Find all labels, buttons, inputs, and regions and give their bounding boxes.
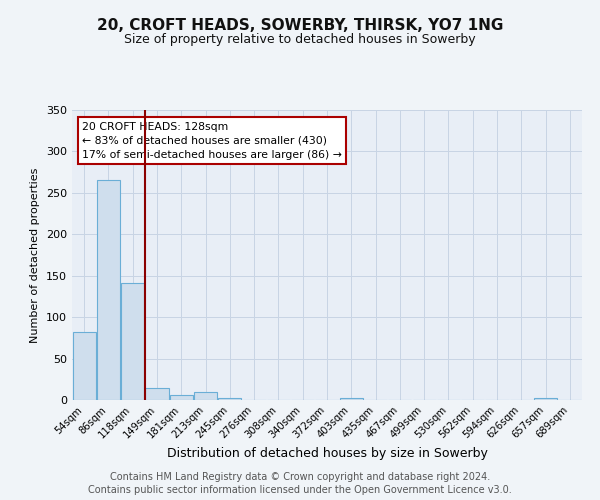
Bar <box>340 398 363 400</box>
Bar <box>73 332 95 400</box>
Bar <box>97 180 120 400</box>
Text: 20 CROFT HEADS: 128sqm
← 83% of detached houses are smaller (430)
17% of semi-de: 20 CROFT HEADS: 128sqm ← 83% of detached… <box>82 122 342 160</box>
Y-axis label: Number of detached properties: Number of detached properties <box>31 168 40 342</box>
Text: Size of property relative to detached houses in Sowerby: Size of property relative to detached ho… <box>124 32 476 46</box>
Text: 20, CROFT HEADS, SOWERBY, THIRSK, YO7 1NG: 20, CROFT HEADS, SOWERBY, THIRSK, YO7 1N… <box>97 18 503 32</box>
Bar <box>170 395 193 400</box>
Bar <box>194 392 217 400</box>
X-axis label: Distribution of detached houses by size in Sowerby: Distribution of detached houses by size … <box>167 448 487 460</box>
Text: Contains HM Land Registry data © Crown copyright and database right 2024.
Contai: Contains HM Land Registry data © Crown c… <box>88 472 512 495</box>
Bar <box>534 398 557 400</box>
Bar <box>218 398 241 400</box>
Bar <box>121 283 144 400</box>
Bar <box>145 388 169 400</box>
